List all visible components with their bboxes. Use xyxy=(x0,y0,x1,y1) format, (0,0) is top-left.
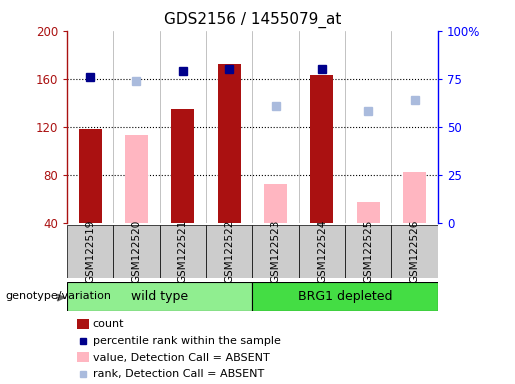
Bar xyxy=(125,135,148,223)
Bar xyxy=(67,282,252,311)
Text: genotype/variation: genotype/variation xyxy=(5,291,111,301)
Bar xyxy=(78,129,101,223)
Bar xyxy=(391,225,438,278)
Text: GSM122524: GSM122524 xyxy=(317,220,327,283)
Bar xyxy=(113,225,160,278)
Bar xyxy=(264,184,287,223)
Text: GSM122525: GSM122525 xyxy=(363,220,373,283)
Bar xyxy=(67,225,113,278)
Bar xyxy=(160,225,206,278)
Text: count: count xyxy=(93,319,124,329)
Title: GDS2156 / 1455079_at: GDS2156 / 1455079_at xyxy=(164,12,341,28)
Bar xyxy=(252,225,299,278)
Bar xyxy=(403,172,426,223)
Text: BRG1 depleted: BRG1 depleted xyxy=(298,290,392,303)
Text: GSM122519: GSM122519 xyxy=(85,220,95,283)
Bar xyxy=(206,225,252,278)
Text: rank, Detection Call = ABSENT: rank, Detection Call = ABSENT xyxy=(93,369,264,379)
Text: GSM122521: GSM122521 xyxy=(178,220,188,283)
Bar xyxy=(310,75,334,223)
Text: GSM122523: GSM122523 xyxy=(270,220,281,283)
Bar xyxy=(356,202,380,223)
Bar xyxy=(217,64,241,223)
Bar xyxy=(252,282,438,311)
Text: GSM122520: GSM122520 xyxy=(131,220,142,283)
Bar xyxy=(345,225,391,278)
Text: wild type: wild type xyxy=(131,290,188,303)
Bar xyxy=(299,225,345,278)
Text: GSM122526: GSM122526 xyxy=(409,220,420,283)
Text: GSM122522: GSM122522 xyxy=(224,220,234,283)
Text: value, Detection Call = ABSENT: value, Detection Call = ABSENT xyxy=(93,353,269,362)
Text: percentile rank within the sample: percentile rank within the sample xyxy=(93,336,281,346)
Bar xyxy=(171,109,195,223)
